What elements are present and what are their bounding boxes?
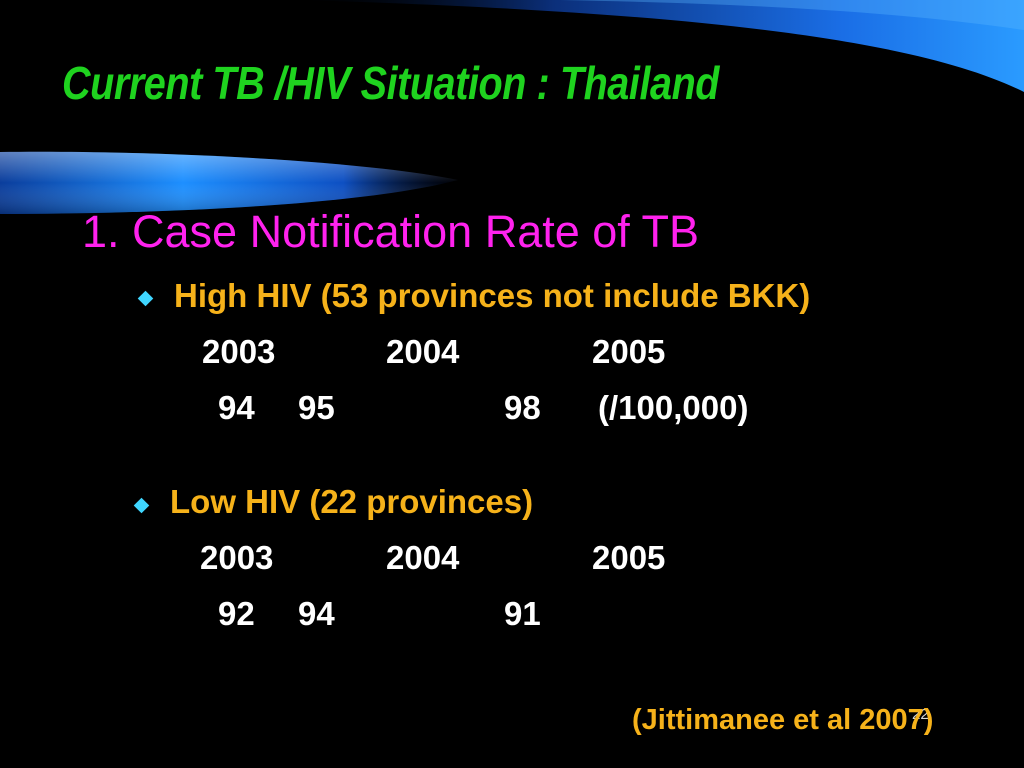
low-hiv-value-2003: 92 xyxy=(218,595,255,632)
high-hiv-year-2004: 2004 xyxy=(386,333,460,370)
top-swoosh-shape xyxy=(300,0,1024,92)
high-hiv-year-2003: 2003 xyxy=(202,333,276,370)
high-hiv-value-2004: 95 xyxy=(298,389,335,426)
high-hiv-value-2003: 94 xyxy=(218,389,255,426)
low-hiv-year-2003: 2003 xyxy=(200,539,274,576)
citation: (Jittimanee et al 2007) xyxy=(632,704,934,736)
section-heading: 1. Case Notification Rate of TB xyxy=(82,206,699,257)
high-hiv-year-2005: 2005 xyxy=(592,333,666,370)
low-hiv-year-2004: 2004 xyxy=(386,539,460,576)
high-hiv-unit: (/100,000) xyxy=(598,389,749,426)
low-hiv-value-2005: 91 xyxy=(504,595,541,632)
bullet-high-hiv: High HIV (53 provinces not include BKK) xyxy=(174,277,811,314)
low-hiv-value-2004: 94 xyxy=(298,595,335,632)
low-hiv-year-2005: 2005 xyxy=(592,539,666,576)
top-swoosh-highlight xyxy=(560,0,1024,30)
high-hiv-value-2005: 98 xyxy=(504,389,541,426)
slide-number: 22 xyxy=(912,706,929,723)
slide-title: Current TB /HIV Situation : Thailand xyxy=(62,57,720,109)
middle-swoosh-highlight xyxy=(0,151,458,214)
bullet-low-hiv: Low HIV (22 provinces) xyxy=(170,483,534,520)
